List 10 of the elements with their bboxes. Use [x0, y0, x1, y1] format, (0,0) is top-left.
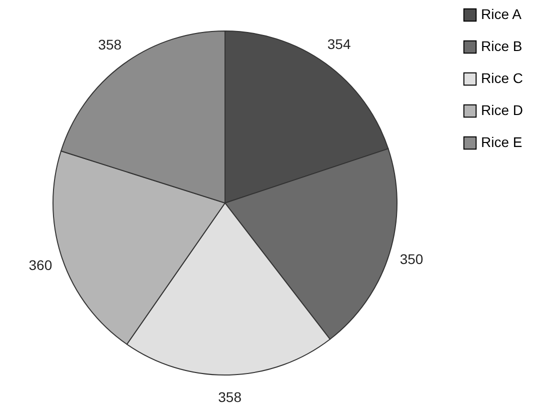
legend-label: Rice A — [481, 6, 522, 22]
data-label: 358 — [218, 388, 242, 405]
data-label: 360 — [28, 256, 52, 273]
legend-label: Rice E — [481, 134, 522, 150]
legend-label: Rice C — [481, 70, 524, 86]
legend-label: Rice B — [481, 38, 522, 54]
data-label: 358 — [98, 36, 122, 53]
data-label: 350 — [400, 250, 424, 267]
legend-label: Rice D — [481, 102, 524, 118]
data-label: 354 — [327, 36, 351, 52]
